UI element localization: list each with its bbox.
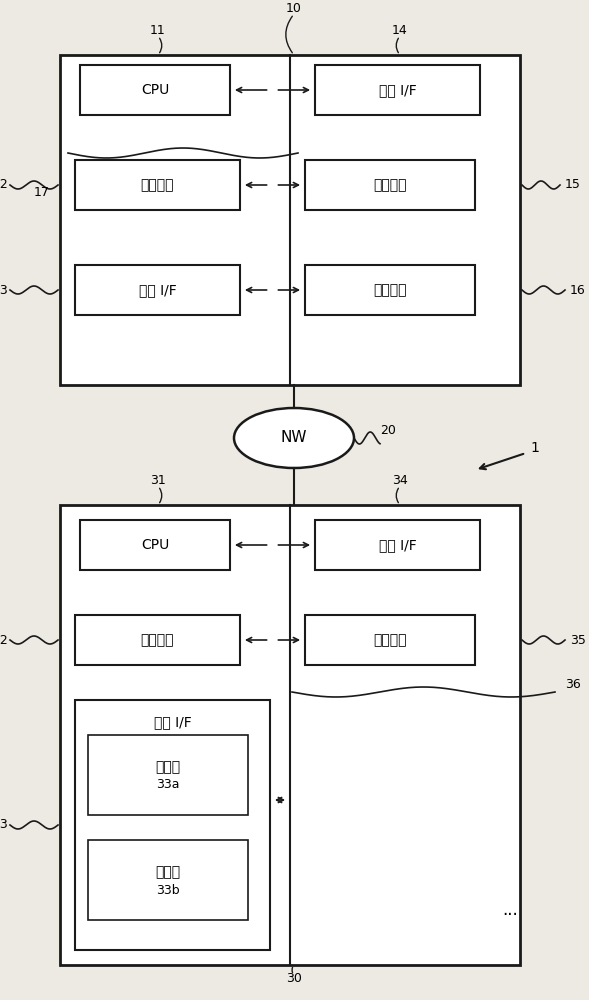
Text: 存储设备: 存储设备 [373, 633, 407, 647]
Text: 17: 17 [34, 186, 50, 200]
Ellipse shape [234, 408, 354, 468]
Text: 用户 I/F: 用户 I/F [154, 715, 191, 729]
Text: 14: 14 [392, 23, 408, 36]
Text: 扬声器: 扬声器 [155, 865, 181, 879]
Bar [88, 840, 248, 920]
Bar [60, 55, 520, 385]
Text: 盘驱动器: 盘驱动器 [373, 283, 407, 297]
Bar [75, 265, 240, 315]
Text: CPU: CPU [141, 83, 169, 97]
Bar [305, 615, 475, 665]
Text: 13: 13 [0, 284, 8, 296]
Text: 36: 36 [565, 678, 581, 692]
Text: 33b: 33b [156, 884, 180, 896]
Text: 31: 31 [150, 474, 166, 487]
Text: 12: 12 [0, 178, 8, 192]
Text: 30: 30 [286, 972, 302, 984]
Bar [305, 160, 475, 210]
Text: 主存储器: 主存储器 [141, 178, 174, 192]
Text: 32: 32 [0, 634, 8, 647]
Bar [80, 520, 230, 570]
Text: 16: 16 [570, 284, 585, 296]
Bar [315, 520, 480, 570]
Text: 通信 I/F: 通信 I/F [379, 538, 416, 552]
Text: 20: 20 [380, 424, 396, 436]
Text: 1: 1 [531, 441, 540, 455]
Bar [75, 160, 240, 210]
Text: NW: NW [281, 430, 307, 446]
Bar [80, 65, 230, 115]
Text: 34: 34 [392, 474, 408, 487]
Bar [60, 505, 520, 965]
Bar [75, 615, 240, 665]
Text: 存储设备: 存储设备 [373, 178, 407, 192]
Bar [305, 265, 475, 315]
Text: 用户 I/F: 用户 I/F [138, 283, 176, 297]
Text: CPU: CPU [141, 538, 169, 552]
Bar [315, 65, 480, 115]
Text: 通信 I/F: 通信 I/F [379, 83, 416, 97]
Text: 11: 11 [150, 23, 166, 36]
Text: 33a: 33a [156, 778, 180, 792]
Text: 10: 10 [286, 1, 302, 14]
Text: ...: ... [502, 901, 518, 919]
Text: 主存储器: 主存储器 [141, 633, 174, 647]
Text: 15: 15 [565, 178, 581, 192]
Bar [75, 700, 270, 950]
Text: 麦克风: 麦克风 [155, 760, 181, 774]
Bar [88, 735, 248, 815]
Text: 35: 35 [570, 634, 586, 647]
Text: 33: 33 [0, 818, 8, 832]
